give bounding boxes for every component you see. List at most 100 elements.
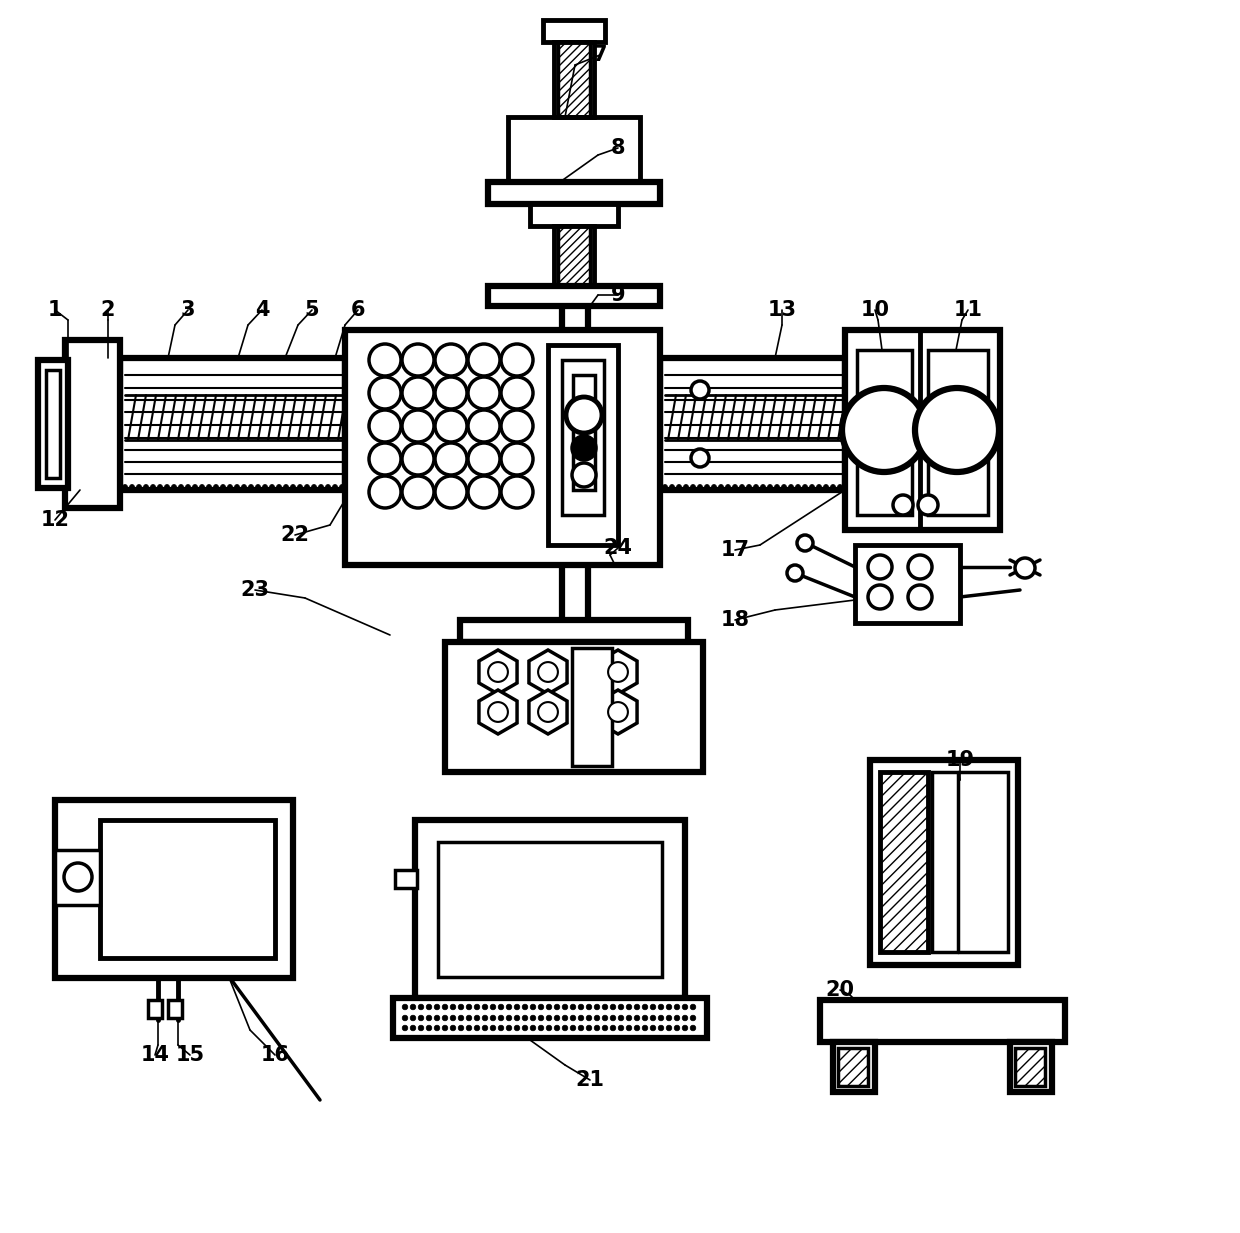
Circle shape (718, 485, 723, 490)
Bar (148, 1000, 162, 1018)
Circle shape (410, 1025, 415, 1031)
Circle shape (531, 1025, 536, 1031)
Text: 13: 13 (768, 300, 796, 321)
Circle shape (619, 1025, 624, 1031)
Circle shape (64, 863, 92, 891)
Circle shape (908, 584, 932, 609)
Circle shape (682, 1015, 688, 1021)
Bar (928, 350, 988, 515)
Bar (393, 997, 707, 1038)
Circle shape (619, 1015, 624, 1021)
Circle shape (666, 1025, 672, 1031)
Text: 7: 7 (593, 44, 608, 65)
Circle shape (467, 476, 500, 508)
Text: 22: 22 (280, 525, 310, 545)
Circle shape (831, 485, 836, 490)
Circle shape (626, 1025, 632, 1031)
Circle shape (670, 485, 675, 490)
Circle shape (466, 1004, 471, 1010)
Circle shape (340, 485, 345, 490)
Circle shape (658, 1025, 663, 1031)
Bar (554, 226, 594, 286)
Circle shape (594, 1015, 600, 1021)
Circle shape (587, 1004, 591, 1010)
Circle shape (515, 1015, 520, 1021)
Circle shape (450, 1025, 456, 1031)
Circle shape (434, 1025, 440, 1031)
Text: 21: 21 (575, 1070, 605, 1090)
Text: 20: 20 (826, 980, 854, 1000)
Circle shape (427, 1004, 432, 1010)
Circle shape (682, 1004, 688, 1010)
Circle shape (712, 485, 717, 490)
Circle shape (572, 464, 596, 487)
Bar (345, 330, 660, 565)
Circle shape (594, 1004, 600, 1010)
Circle shape (311, 485, 316, 490)
Circle shape (284, 485, 289, 490)
Circle shape (562, 1025, 568, 1031)
Circle shape (435, 411, 467, 441)
Bar (562, 360, 604, 515)
Circle shape (402, 377, 434, 409)
Circle shape (459, 1015, 464, 1021)
Text: 16: 16 (260, 1046, 289, 1065)
Circle shape (490, 1004, 496, 1010)
Bar (508, 117, 640, 182)
Bar (1011, 1042, 1052, 1092)
Circle shape (619, 1004, 624, 1010)
Circle shape (650, 1025, 656, 1031)
Text: 19: 19 (945, 750, 975, 769)
Bar (932, 772, 1008, 952)
Bar (573, 375, 595, 490)
Circle shape (234, 485, 239, 490)
Text: 6: 6 (351, 300, 366, 321)
Bar (46, 370, 60, 478)
Circle shape (370, 476, 401, 508)
Circle shape (754, 485, 759, 490)
Circle shape (682, 1025, 688, 1031)
Circle shape (662, 485, 667, 490)
Bar (415, 820, 684, 997)
Circle shape (221, 485, 226, 490)
Circle shape (402, 476, 434, 508)
Circle shape (691, 1015, 696, 1021)
Circle shape (466, 1015, 471, 1021)
Circle shape (691, 381, 709, 399)
Circle shape (144, 485, 149, 490)
Bar (572, 649, 613, 766)
Circle shape (787, 565, 804, 581)
Circle shape (775, 485, 780, 490)
Polygon shape (529, 690, 567, 734)
Circle shape (305, 485, 310, 490)
Circle shape (370, 344, 401, 376)
Circle shape (474, 1025, 480, 1031)
Circle shape (538, 1025, 544, 1031)
Text: 9: 9 (610, 285, 625, 305)
Bar (396, 870, 417, 888)
Bar (870, 760, 1018, 965)
Circle shape (570, 1025, 575, 1031)
Bar (489, 286, 660, 306)
Circle shape (642, 1004, 647, 1010)
Bar (558, 42, 590, 117)
Circle shape (319, 485, 324, 490)
Circle shape (522, 1004, 528, 1010)
Circle shape (410, 1004, 415, 1010)
Bar (445, 642, 703, 772)
Circle shape (482, 1025, 487, 1031)
Circle shape (263, 485, 268, 490)
Circle shape (474, 1015, 480, 1021)
Circle shape (482, 1004, 487, 1010)
Circle shape (675, 1015, 680, 1021)
Circle shape (370, 377, 401, 409)
Circle shape (915, 388, 999, 472)
Circle shape (760, 485, 765, 490)
Circle shape (603, 1015, 608, 1021)
Circle shape (332, 485, 337, 490)
Circle shape (515, 1025, 520, 1031)
Circle shape (402, 1015, 408, 1021)
Circle shape (489, 662, 508, 682)
Circle shape (626, 1004, 632, 1010)
Circle shape (587, 1015, 591, 1021)
